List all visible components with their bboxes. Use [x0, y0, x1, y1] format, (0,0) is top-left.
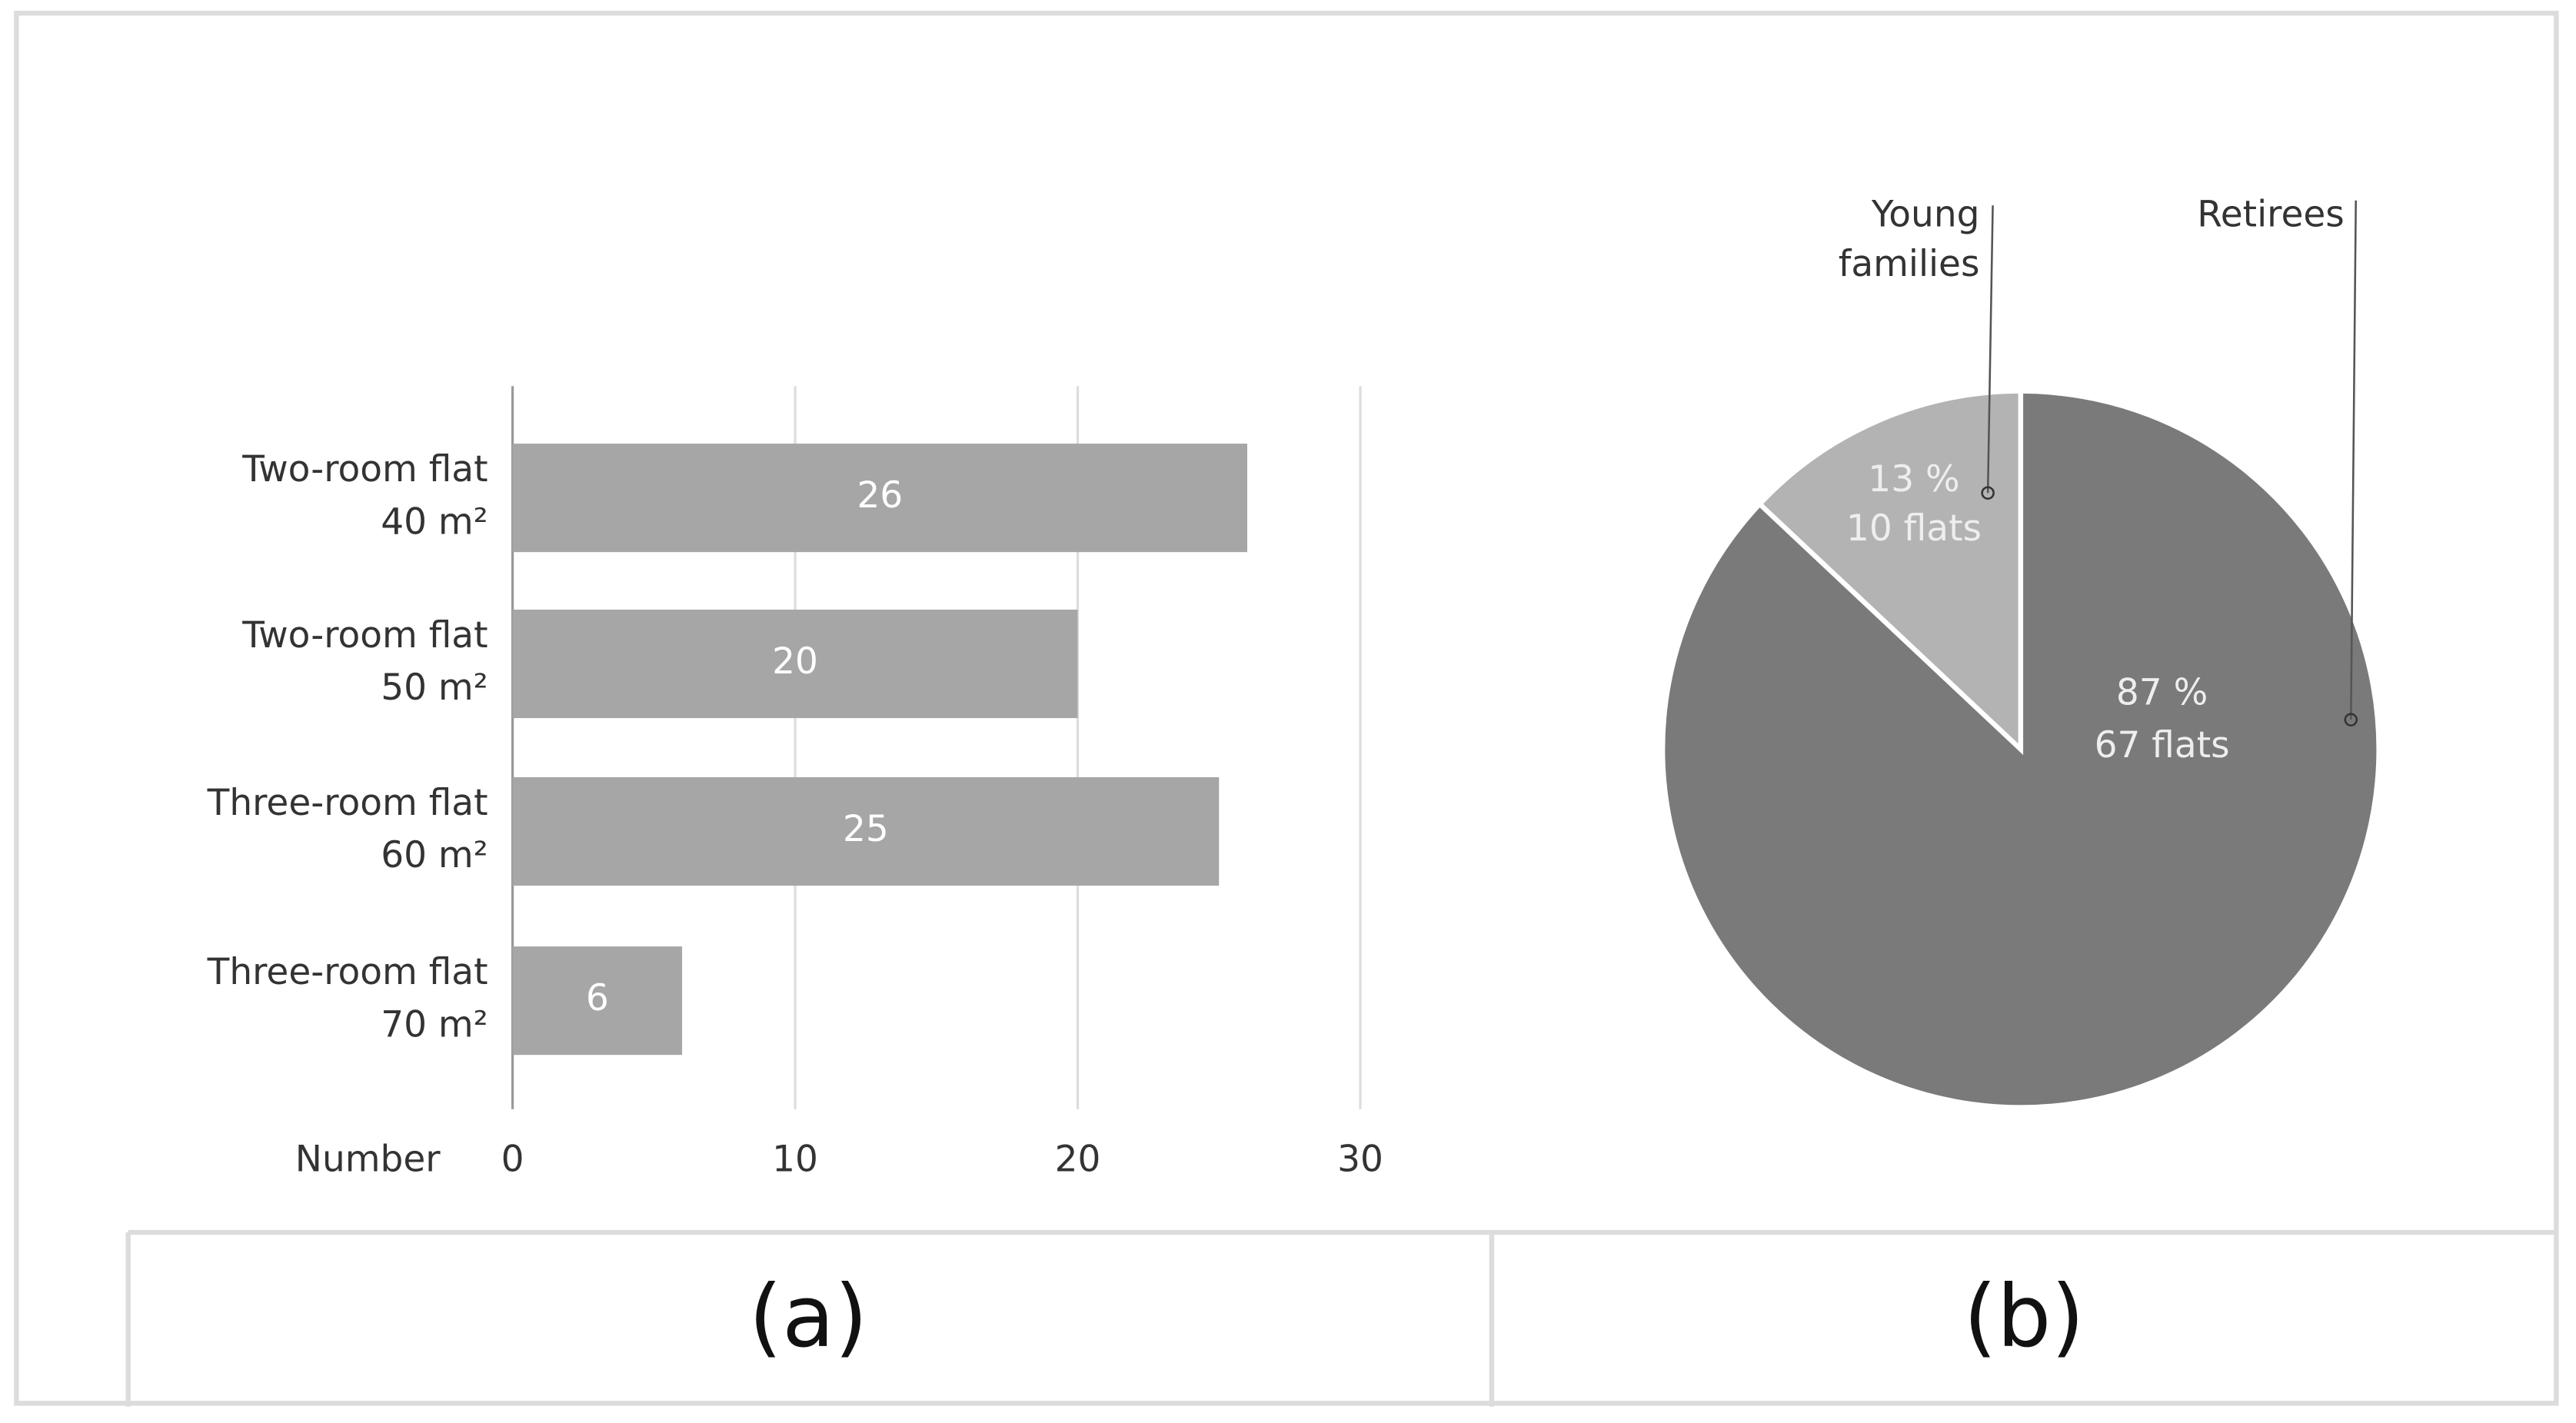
leader-line: [2350, 200, 2357, 720]
legend-label: Young: [1871, 194, 1980, 236]
bar: [512, 444, 1248, 553]
y-tick-label: Three-room flat: [207, 951, 488, 993]
panel-label: (b): [1964, 1268, 2085, 1367]
slice-count-label: 67 flats: [2095, 724, 2230, 766]
leader-line: [1986, 205, 1994, 494]
y-tick-label: 70 m²: [381, 1003, 488, 1046]
pie-slice: [1659, 388, 2381, 1110]
x-tick-label: 30: [1337, 1139, 1383, 1181]
x-tick-label: 10: [772, 1139, 818, 1181]
legend-label: Retirees: [2197, 194, 2345, 236]
slice-percent-label: 13 %: [1868, 458, 1959, 500]
x-tick-label: 0: [501, 1139, 524, 1181]
x-axis-label: Number: [295, 1139, 441, 1181]
frame: [14, 10, 2559, 1406]
legend-label: families: [1839, 243, 1980, 285]
bar: [512, 776, 1220, 886]
y-tick-label: 50 m²: [381, 667, 488, 709]
bar: [512, 946, 683, 1056]
y-tick-label: 60 m²: [381, 834, 488, 876]
bar-value-label: 25: [843, 808, 889, 850]
bar: [512, 609, 1078, 719]
x-tick-label: 20: [1055, 1139, 1101, 1181]
bar-value-label: 20: [772, 640, 818, 683]
bar-value-label: 6: [586, 977, 609, 1019]
y-tick-label: 40 m²: [381, 500, 488, 543]
slice-count-label: 10 flats: [1846, 507, 1982, 550]
bar-value-label: 26: [857, 474, 903, 517]
slice-percent-label: 87 %: [2116, 672, 2208, 714]
y-tick-label: Two-room flat: [241, 614, 488, 657]
panel-label: (a): [749, 1268, 868, 1367]
leader-dot: [2344, 713, 2358, 726]
y-tick-label: Three-room flat: [207, 782, 488, 824]
y-tick-label: Two-room flat: [241, 448, 488, 490]
leader-dot: [1981, 486, 1995, 500]
